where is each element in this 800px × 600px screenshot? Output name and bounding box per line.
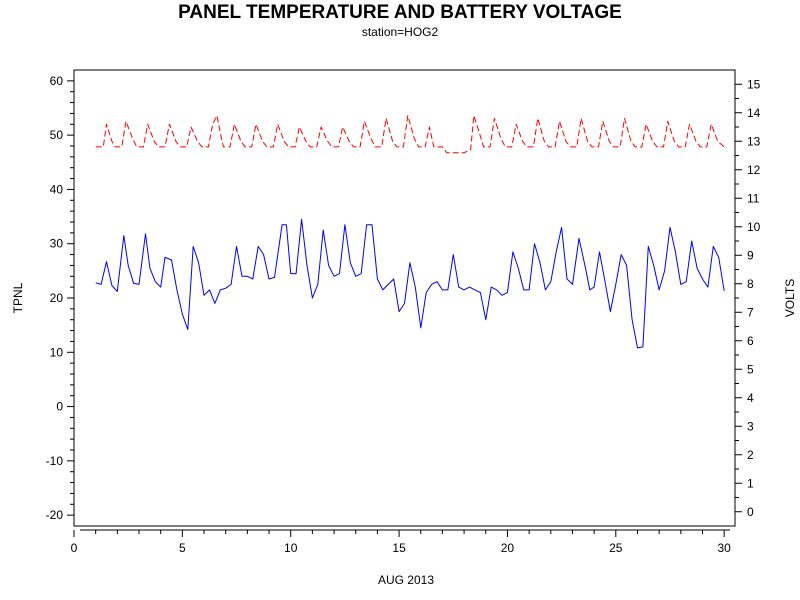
y-right-tick-label: 13 [747, 134, 761, 148]
x-axis: 0 5 10 15 20 25 30 [71, 529, 731, 555]
x-axis-label: AUG 2013 [378, 573, 434, 587]
y-axis-left: -20 -10 0 10 20 30 40 50 60 [46, 74, 74, 522]
y-left-tick-label: 10 [50, 345, 64, 359]
y-right-tick-label: 15 [747, 77, 761, 91]
y-right-tick-label: 4 [747, 391, 754, 405]
series-layer [95, 115, 725, 349]
x-tick-label: 10 [284, 541, 298, 555]
panel-temperature-line [95, 218, 725, 349]
y-axis-left-label: TPNL [11, 282, 25, 313]
x-tick-label: 25 [609, 541, 623, 555]
y-right-tick-label: 14 [747, 106, 761, 120]
y-left-tick-label: 20 [50, 291, 64, 305]
y-right-tick-label: 3 [747, 419, 754, 433]
y-left-tick-label: 30 [50, 237, 64, 251]
y-right-tick-label: 9 [747, 248, 754, 262]
x-tick-label: 5 [179, 541, 186, 555]
y-left-tick-label: -10 [46, 454, 64, 468]
y-right-tick-label: 5 [747, 362, 754, 376]
x-tick-label: 0 [71, 541, 78, 555]
y-left-tick-label: 40 [50, 182, 64, 196]
y-right-tick-label: 8 [747, 277, 754, 291]
y-right-tick-label: 10 [747, 220, 761, 234]
y-right-tick-label: 6 [747, 334, 754, 348]
y-left-tick-label: 60 [50, 74, 64, 88]
y-right-tick-label: 12 [747, 163, 761, 177]
y-left-tick-label: 50 [50, 128, 64, 142]
chart-subtitle: station=HOG2 [362, 25, 439, 39]
x-tick-label: 15 [392, 541, 406, 555]
y-left-tick-label: -20 [46, 508, 64, 522]
y-right-tick-label: 2 [747, 448, 754, 462]
battery-voltage-line [95, 115, 725, 154]
y-right-tick-label: 1 [747, 476, 754, 490]
y-right-tick-label: 0 [747, 505, 754, 519]
y-left-tick-label: 0 [56, 400, 63, 414]
chart-title: PANEL TEMPERATURE AND BATTERY VOLTAGE [178, 2, 622, 23]
x-tick-label: 20 [501, 541, 515, 555]
y-axis-right-label: VOLTS [783, 279, 797, 317]
y-right-tick-label: 11 [747, 191, 760, 205]
x-tick-label: 30 [717, 541, 731, 555]
y-right-tick-label: 7 [747, 305, 754, 319]
